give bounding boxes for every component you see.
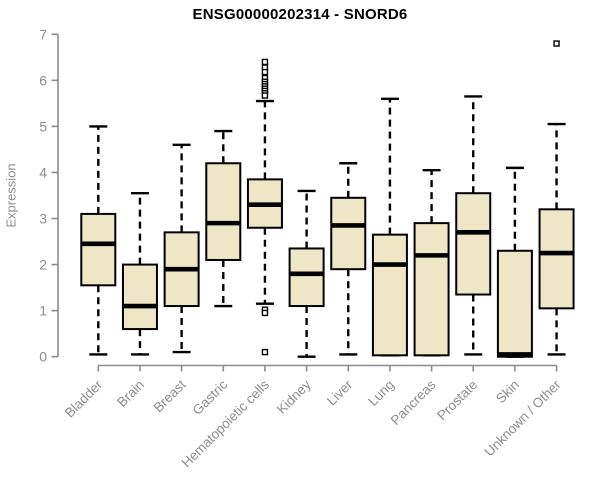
- y-tick-label-3: 3: [39, 211, 47, 227]
- box-bladder: [80, 212, 117, 287]
- x-tick-label-kidney: Kidney: [274, 377, 314, 417]
- outlier-point-hematopoietic-cells: [261, 58, 269, 66]
- x-tick-label-brain: Brain: [114, 377, 147, 410]
- y-tick-label-2: 2: [39, 257, 47, 273]
- outlier-point-hematopoietic-cells: [261, 348, 269, 356]
- x-tick-label-unknown-other: Unknown / Other: [481, 377, 564, 460]
- box-kidney: [288, 247, 325, 308]
- outlier-point-hematopoietic-cells: [261, 309, 269, 317]
- x-tick-label-breast: Breast: [151, 377, 189, 415]
- box-unknown-other: [538, 208, 575, 310]
- y-tick-label-6: 6: [39, 72, 47, 88]
- x-tick-label-liver: Liver: [324, 377, 356, 409]
- outlier-point-unknown-other: [553, 40, 560, 47]
- y-tick-label-7: 7: [39, 26, 47, 42]
- x-tick-label-lung: Lung: [365, 377, 397, 409]
- box-liver: [330, 196, 367, 271]
- x-tick-label-gastric: Gastric: [190, 377, 231, 418]
- y-tick-label-5: 5: [39, 118, 47, 134]
- box-brain: [121, 263, 158, 331]
- box-prostate: [455, 192, 492, 296]
- box-pancreas: [413, 222, 450, 357]
- outlier-point-hematopoietic-cells: [261, 92, 269, 99]
- x-tick-label-skin: Skin: [493, 377, 522, 406]
- x-tick-label-pancreas: Pancreas: [388, 377, 439, 428]
- y-tick-label-0: 0: [39, 349, 47, 365]
- x-tick-label-prostate: Prostate: [434, 377, 480, 423]
- y-axis-label: Expression: [3, 163, 19, 228]
- box-skin: [496, 249, 533, 358]
- y-tick-label-4: 4: [39, 164, 47, 180]
- y-tick-label-1: 1: [39, 303, 47, 319]
- box-gastric: [205, 162, 242, 261]
- outlier-point-hematopoietic-cells: [261, 68, 269, 76]
- chart-title: ENSG00000202314 - SNORD6: [192, 6, 408, 23]
- box-lung: [371, 233, 408, 357]
- x-tick-label-bladder: Bladder: [62, 377, 106, 421]
